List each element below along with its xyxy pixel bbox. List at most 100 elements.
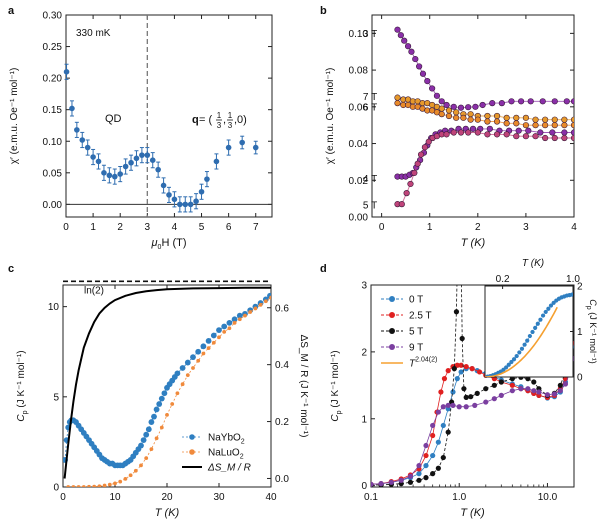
panel-d-legend-marker — [389, 328, 395, 334]
panel-c-point — [71, 485, 76, 487]
panel-c-point — [148, 419, 155, 425]
panel-b-point — [493, 131, 501, 138]
panel-a-q-symbol: q — [192, 114, 199, 126]
panel-c-ln2-label: ln(2) — [84, 285, 104, 296]
panel-b-point — [460, 114, 467, 121]
panel-a-ylabel: χ′ (e.m.u. Oe⁻¹ mol⁻¹) — [9, 68, 20, 165]
panel-a-point — [133, 155, 140, 162]
panel-b-point — [465, 129, 472, 136]
panel-d-point — [463, 394, 469, 400]
panel-b-point — [486, 125, 493, 132]
panel-c-point — [200, 343, 207, 350]
panel-d-point — [468, 394, 474, 400]
panel-a-phase-annotation: QD — [105, 113, 122, 125]
panel-c-point — [107, 482, 112, 487]
panel-c-legend-entry: ΔS_M / R — [182, 463, 251, 474]
panel-d-point — [416, 462, 422, 469]
panel-b-point — [503, 114, 510, 121]
panel-b-ytick-label: 0.00 — [349, 213, 369, 224]
panel-a-point — [198, 188, 205, 195]
panel-d-inset-point — [504, 365, 509, 370]
panel-d-point — [455, 226, 460, 231]
panel-d-inset-point — [535, 321, 540, 326]
panel-c-y2label: ΔS_M / R (J K⁻¹ mol⁻¹) — [298, 335, 309, 438]
panel-b-point — [445, 107, 453, 114]
panel-a-q-equals: = ( — [199, 114, 212, 126]
panel-d-ytick-label: 1 — [361, 414, 367, 425]
panel-d-point — [525, 386, 531, 392]
panel-b-point — [467, 116, 474, 123]
panel-a-xtick-label: 7 — [253, 222, 259, 233]
panel-b-xtick-label: 2 — [475, 222, 481, 233]
panel-b-xtick-label: 4 — [571, 222, 577, 233]
panel-d-inset-ytick-label: 1 — [577, 327, 583, 338]
panel-b-ytick-label: 0.08 — [349, 66, 369, 77]
panel-d-point — [463, 364, 469, 370]
panel-b-plot-area — [394, 26, 574, 208]
panel-a-ytick-label: 0.10 — [43, 137, 63, 148]
panel-d-inset-ylabel-sub: p — [585, 306, 592, 310]
panel-d-point — [536, 389, 542, 395]
panel-d-point — [457, 185, 462, 190]
panel-c-entropy-line — [63, 286, 271, 479]
panel-d-point — [438, 389, 444, 395]
panel-c-point — [201, 351, 206, 356]
panel-c-point — [231, 316, 238, 323]
panel-a-point — [101, 170, 107, 176]
panel-d-point — [416, 477, 422, 483]
panel-b-point — [525, 127, 532, 134]
panel-c-legend-label-sub: 2 — [240, 454, 244, 461]
panel-d-point — [430, 452, 436, 459]
panel-b-point — [513, 120, 520, 127]
panel-d-legend-entry: 9 T — [381, 343, 423, 354]
panel-d-point — [483, 399, 489, 405]
panel-d-inset-point — [527, 333, 532, 339]
panel-d-point — [518, 386, 524, 392]
panel-b-point — [489, 100, 496, 107]
panel-c-legend-label-sub: 2 — [241, 439, 245, 446]
panel-b-frame — [371, 14, 575, 218]
panel-d-point — [458, 222, 463, 227]
panel-c-point — [81, 485, 86, 487]
panel-c-point — [258, 302, 263, 307]
panel-d-legend-entry: 0 T — [381, 295, 423, 306]
panel-b-point — [563, 98, 570, 105]
panel-d-point — [430, 422, 436, 429]
panel-c-point — [236, 312, 243, 319]
panel-d-xtick-label: 0.1 — [364, 492, 378, 503]
panel-a-point — [166, 192, 172, 198]
panel-b-curve-label: 6 T — [363, 102, 377, 113]
panel-b-point — [401, 37, 408, 44]
panel-c-label: c — [8, 263, 14, 275]
panel-a: a0 1 2 3 4 5 6 70.000.050.100.150.200.250.30330… — [8, 5, 273, 251]
panel-d-inset: 0.2 1.0 T (K) 0 1 2Cp (J K⁻¹ mol⁻¹) — [484, 258, 598, 384]
panel-b-point — [493, 118, 501, 125]
panel-d-inset-point — [517, 350, 522, 355]
panel-a-point — [122, 163, 129, 170]
panel-d-point — [423, 452, 429, 459]
panel-c-y2tick-label: 0.4 — [275, 360, 289, 371]
panel-b-point — [513, 133, 520, 140]
panel-b-ytick-label: 0.04 — [349, 139, 369, 150]
panel-d-inset-xlabel: T (K) — [522, 258, 544, 269]
panel-c-point — [210, 332, 217, 339]
panel-b-ylabel: χ′ (e.m.u. Oe⁻¹ mol⁻¹) — [325, 68, 336, 165]
panel-a-point — [95, 158, 102, 165]
panel-c-xtick-label: 20 — [161, 492, 173, 503]
panel-d-point — [430, 432, 436, 439]
panel-d-point — [557, 388, 563, 394]
panel-c-point — [154, 436, 159, 441]
panel-c-plot-area — [63, 286, 271, 487]
panel-d-point — [544, 392, 551, 398]
panel-d-legend-label: 5 T — [409, 327, 423, 338]
panel-d-legend-entry: 5 T — [381, 327, 423, 338]
panel-d-point — [440, 454, 446, 461]
panel-b-curve-label: 7 T — [363, 92, 377, 103]
panel-d-point — [562, 381, 569, 387]
panel-b-point — [425, 138, 432, 145]
panel-c-legend-text: ΔS_M / R — [207, 463, 251, 474]
panel-c-point — [216, 327, 222, 333]
panel-d-point — [531, 388, 537, 394]
panel-d-inset-xtick-label: 1.0 — [566, 274, 580, 285]
panel-b-point — [411, 169, 418, 177]
